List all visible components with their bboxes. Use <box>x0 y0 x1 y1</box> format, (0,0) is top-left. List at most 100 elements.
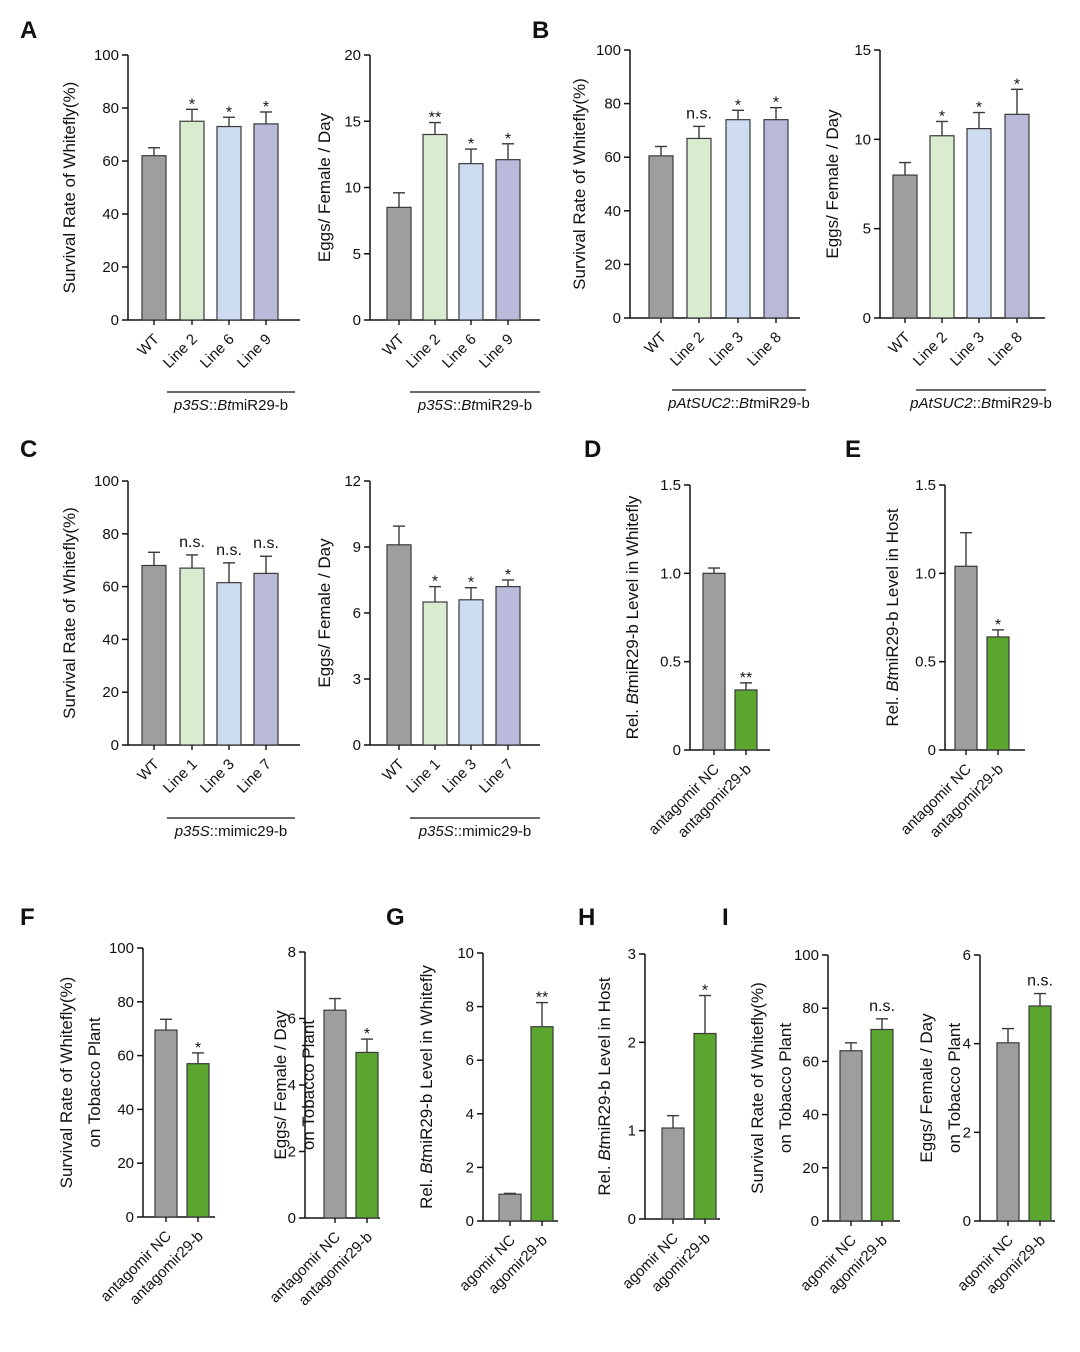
group-label: p35S::BtmiR29-b <box>173 397 288 414</box>
category-label: WT <box>379 756 408 785</box>
significance-label: * <box>226 104 232 121</box>
significance-label: * <box>195 1040 201 1057</box>
category-label: Line 7 <box>234 756 275 797</box>
bar-line-3 <box>966 128 992 319</box>
bar-antagomir29-b <box>986 636 1010 751</box>
y-tick-label: 6 <box>288 1011 296 1028</box>
y-tick-label: 20 <box>802 1160 819 1177</box>
significance-label: ** <box>429 110 441 127</box>
group-label: p35S::mimic29-b <box>174 823 288 840</box>
category-label: Line 8 <box>744 329 785 370</box>
bar-line-8 <box>1004 113 1030 319</box>
panel-letter-g: G <box>386 904 405 931</box>
y-tick-label: 1 <box>628 1123 636 1140</box>
category-label: Line 9 <box>476 331 517 372</box>
bar-line-6 <box>458 163 484 321</box>
y-tick-label: 10 <box>457 945 474 962</box>
y-tick-label: 3 <box>628 946 636 963</box>
chart-a2: 0 5 10 15 20 Eggs/ Female / Day WT ** Line 2 * Lin… <box>315 47 540 414</box>
category-label: Line 2 <box>403 331 444 372</box>
category-label: WT <box>134 756 163 785</box>
y-tick-label: 8 <box>466 999 474 1016</box>
y-tick-label: 8 <box>288 944 296 961</box>
significance-label: * <box>189 96 195 113</box>
y-tick-label: 0 <box>126 1209 134 1226</box>
y-tick-label: 12 <box>344 473 361 490</box>
chart-f1: F 0 20 40 60 80 100 Survival Rate of Whitefly(%… <box>20 904 215 1308</box>
bar-antagomir-nc <box>954 565 978 751</box>
y-axis-title-line2: on Tobacco Plant <box>776 1023 795 1153</box>
y-tick-label: 9 <box>353 539 361 556</box>
y-tick-label: 4 <box>963 1036 971 1053</box>
category-label: Line 7 <box>476 756 517 797</box>
bar-agomir-nc <box>996 1042 1020 1222</box>
significance-label: * <box>976 100 982 117</box>
category-label: Line 3 <box>439 756 480 797</box>
bar-line-7 <box>253 572 279 746</box>
panel-letter-f: F <box>20 904 35 931</box>
significance-label: * <box>263 99 269 116</box>
y-tick-label: 0 <box>673 742 681 759</box>
y-tick-label: 60 <box>604 149 621 166</box>
bar-line-3 <box>725 119 751 319</box>
y-tick-label: 0 <box>111 312 119 329</box>
category-label: Line 2 <box>667 329 708 370</box>
y-tick-label: 20 <box>102 684 119 701</box>
y-tick-label: 0.5 <box>915 654 936 671</box>
y-tick-label: 4 <box>466 1106 474 1123</box>
group-label: p35S::mimic29-b <box>418 823 532 840</box>
y-tick-label: 0 <box>613 310 621 327</box>
category-label: Line 9 <box>234 331 275 372</box>
y-tick-label: 80 <box>102 526 119 543</box>
y-tick-label: 15 <box>854 42 871 59</box>
chart-b2: 0 5 10 15 Eggs/ Female / Day WT * Line 2 * Line 3… <box>823 42 1052 412</box>
panel-letter-h: H <box>578 904 595 931</box>
category-label: WT <box>885 329 914 358</box>
bar-wt <box>892 174 918 319</box>
chart-b1: B 0 20 40 60 80 100 Survival Rate of Whitefly(%… <box>532 17 810 412</box>
y-tick-label: 2 <box>466 1159 474 1176</box>
chart-c1: C 0 20 40 60 80 100 Survival Rate of Whitefly(%… <box>20 436 300 840</box>
panel-letter-d: D <box>584 436 601 463</box>
y-tick-label: 40 <box>117 1101 134 1118</box>
category-label: WT <box>134 331 163 360</box>
significance-label: n.s. <box>686 105 712 122</box>
bar-antagomir29-b <box>186 1063 210 1218</box>
significance-label: ** <box>740 670 752 687</box>
significance-label: * <box>735 97 741 114</box>
significance-label: * <box>995 617 1001 634</box>
bar-line-1 <box>179 567 205 746</box>
category-label: Line 3 <box>706 329 747 370</box>
bar-agomir29-b <box>870 1028 894 1222</box>
y-axis-title: Survival Rate of Whitefly(%) <box>60 82 79 294</box>
y-tick-label: 2 <box>963 1124 971 1141</box>
y-tick-label: 4 <box>288 1077 296 1094</box>
y-axis-title: Eggs/ Female / Day <box>917 1013 936 1163</box>
significance-label: n.s. <box>253 535 279 552</box>
y-axis-title: Survival Rate of Whitefly(%) <box>748 982 767 1194</box>
bar-antagomir-nc <box>154 1029 178 1218</box>
y-axis-title: Survival Rate of Whitefly(%) <box>57 977 76 1189</box>
y-tick-label: 10 <box>344 180 361 197</box>
y-tick-label: 2 <box>288 1144 296 1161</box>
category-label: Line 1 <box>160 756 201 797</box>
y-axis-title: Rel. BtmiR29-b Level in Whitefly <box>623 495 642 739</box>
y-tick-label: 100 <box>94 473 119 490</box>
y-tick-label: 1.5 <box>660 477 681 494</box>
y-tick-label: 0 <box>111 737 119 754</box>
y-tick-label: 80 <box>604 96 621 113</box>
y-tick-label: 100 <box>109 940 134 957</box>
y-tick-label: 80 <box>802 1000 819 1017</box>
y-tick-label: 60 <box>117 1048 134 1065</box>
bar-antagomir29-b <box>734 689 758 751</box>
bar-agomir29-b <box>530 1026 554 1222</box>
y-tick-label: 0 <box>466 1213 474 1230</box>
bar-antagomir-nc <box>323 1009 347 1219</box>
panel-letter-c: C <box>20 436 37 463</box>
y-axis-title-line2: on Tobacco Plant <box>299 1020 318 1150</box>
y-tick-label: 2 <box>628 1034 636 1051</box>
y-tick-label: 3 <box>353 671 361 688</box>
chart-g: G 0 2 4 6 8 10 Rel. BtmiR29-b Level in Whitefly… <box>386 904 558 1297</box>
